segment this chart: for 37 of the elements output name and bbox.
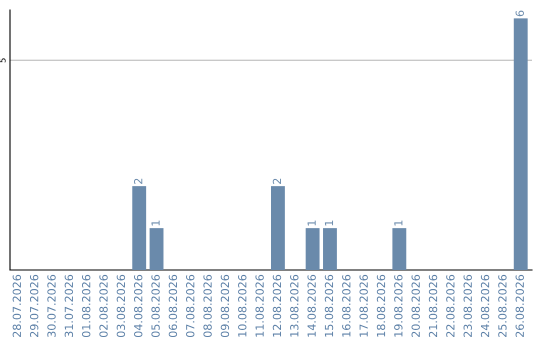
data-label: 1 bbox=[394, 220, 402, 226]
x-tick-label: 23.08.2026 bbox=[464, 274, 472, 337]
data-label: 2 bbox=[134, 178, 142, 184]
data-label: 1 bbox=[324, 220, 334, 226]
x-tick-label: 08.08.2026 bbox=[203, 274, 212, 338]
x-tick-label: 15.08.2026 bbox=[324, 274, 334, 337]
x-tick-label: 22.08.2026 bbox=[446, 274, 455, 337]
x-tick-label: 28.07.2026 bbox=[12, 274, 22, 337]
x-tick-label: 02.08.2026 bbox=[99, 274, 108, 338]
x-tick-label: 21.08.2026 bbox=[428, 274, 438, 337]
x-tick-label: 16.08.2026 bbox=[342, 274, 351, 337]
data-label: 1 bbox=[308, 220, 316, 226]
x-tick-label: 10.08.2026 bbox=[238, 274, 246, 337]
x-tick-label: 20.08.2026 bbox=[411, 274, 420, 337]
x-tick-label: 31.07.2026 bbox=[64, 274, 74, 337]
x-tick-label: 24.08.2026 bbox=[480, 274, 490, 337]
data-label: 2 bbox=[272, 178, 282, 184]
x-tick-label: 09.08.2026 bbox=[220, 274, 230, 338]
x-tick-label: 07.08.2026 bbox=[186, 274, 194, 338]
x-tick-label: 12.08.2026 bbox=[272, 274, 282, 337]
x-tick-label: 04.08.2026 bbox=[134, 274, 142, 338]
x-tick-label: 19.08.2026 bbox=[394, 274, 403, 337]
x-tick-label: 30.07.2026 bbox=[47, 274, 56, 337]
data-label: 1 bbox=[152, 220, 160, 226]
data-label: 6 bbox=[516, 10, 524, 16]
x-tick-label: 18.08.2026 bbox=[376, 274, 386, 337]
x-tick-label: 03.08.2026 bbox=[116, 274, 126, 338]
x-tick-label: 17.08.2026 bbox=[359, 274, 368, 337]
x-tick-label: 06.08.2026 bbox=[168, 274, 178, 338]
x-tick-label: 01.08.2026 bbox=[82, 274, 90, 338]
x-tick-label: 14.08.2026 bbox=[307, 274, 316, 337]
x-tick-label: 05.08.2026 bbox=[151, 274, 160, 338]
x-tick-label: 25.08.2026 bbox=[498, 274, 507, 337]
x-tick-label: 26.08.2026 bbox=[516, 274, 524, 337]
x-tick-label: 29.07.2026 bbox=[30, 274, 38, 337]
x-tick-label: 11.08.2026 bbox=[255, 274, 264, 337]
x-tick-label: 13.08.2026 bbox=[290, 274, 299, 337]
